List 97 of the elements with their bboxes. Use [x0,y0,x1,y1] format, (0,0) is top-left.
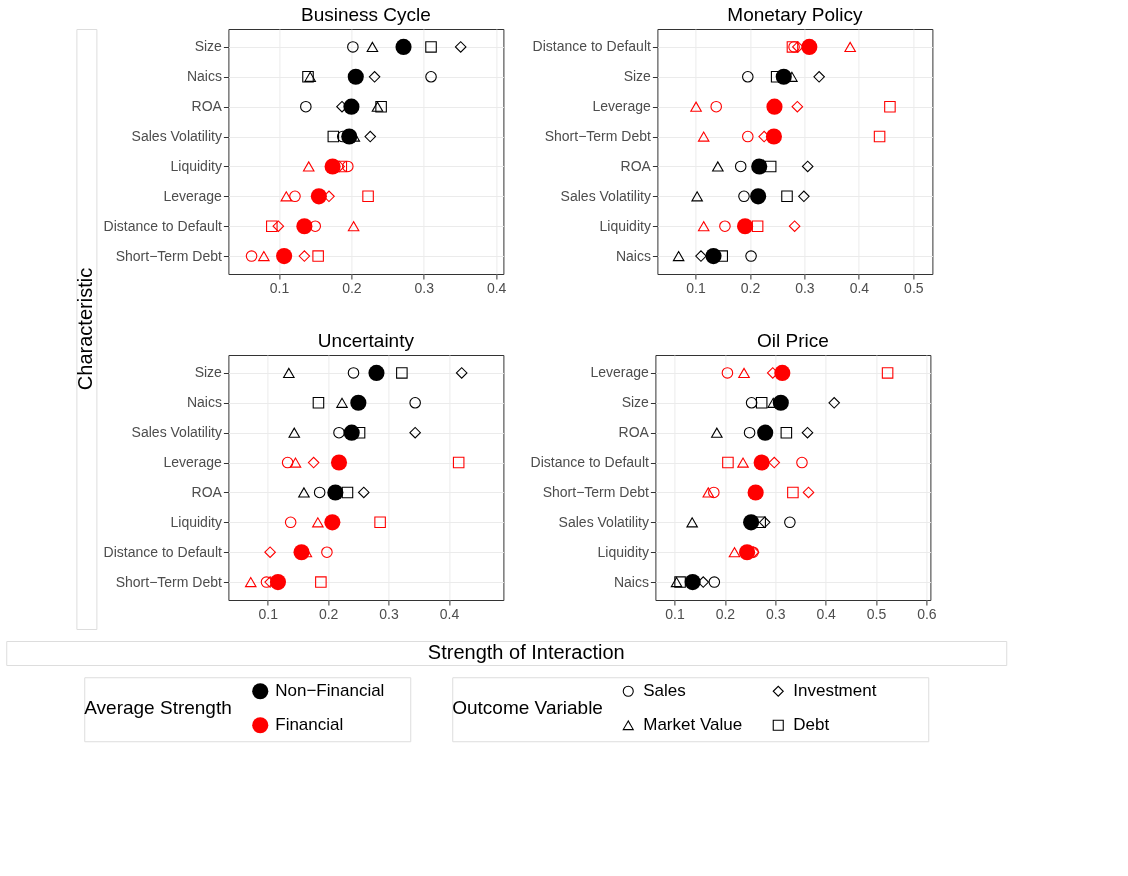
chart-title: Business Cycle [300,4,431,25]
chart-title: Monetary Policy [727,4,863,25]
y-tick-label: ROA [191,483,223,500]
y-tick-label: Naics [615,247,651,264]
y-tick-label: Distance to Default [532,38,651,55]
y-tick-label: Distance to Default [103,543,222,560]
x-axis-title: Strength of Interaction [427,641,625,663]
x-tick-label: 0.5 [866,605,887,622]
y-tick-label: Sales Volatility [560,187,651,204]
point [753,454,770,471]
point [324,514,341,531]
y-tick-label: Size [623,68,652,85]
point [684,574,701,591]
point [341,486,354,499]
point [747,484,764,501]
y-tick-label: Liquidity [597,543,649,560]
point [327,484,344,501]
y-tick-label: Liquidity [170,513,222,530]
y-tick-label: Size [194,38,223,55]
point [330,454,348,471]
legend-label: Investment [793,681,877,701]
legend-title: Outcome Variable [452,697,603,719]
point [276,248,293,265]
x-tick-label: 0.3 [795,279,815,296]
point [395,38,412,55]
point [674,576,686,588]
y-tick-label: Distance to Default [530,454,649,471]
point [780,426,793,439]
x-tick-label: 0.4 [849,279,870,296]
x-tick-label: 0.1 [269,279,290,296]
point [396,367,408,379]
x-tick-label: 0.1 [258,605,279,622]
y-tick-label: Leverage [590,364,650,381]
legend-title: Average Strength [84,697,232,719]
legend-label: Debt [793,715,830,735]
point [750,188,767,205]
point [801,426,814,439]
x-tick-label: 0.3 [766,605,786,622]
x-tick-label: 0.5 [904,279,924,296]
point [828,397,840,409]
y-tick-label: Short−Term Debt [115,573,222,590]
x-tick-label: 0.3 [414,279,435,296]
x-tick-label: 0.2 [342,279,362,296]
y-tick-label: Leverage [163,187,223,204]
point [310,188,327,205]
y-tick-label: Short−Term Debt [542,483,649,500]
x-tick-label: 0.2 [715,605,736,622]
legend-label: Financial [275,715,344,735]
legend-label: Non−Financial [275,681,385,701]
point [737,218,754,235]
y-tick-label: Leverage [163,454,223,471]
x-tick-label: 0.2 [740,279,761,296]
y-tick-label: Naics [186,394,222,411]
point [368,364,385,381]
y-tick-label: Size [194,364,223,381]
legend-label: Sales [643,681,686,701]
point [765,128,782,145]
y-tick-label: Sales Volatility [558,513,649,530]
y-tick-label: Liquidity [170,157,222,174]
legend-label: Market Value [643,715,743,735]
y-tick-label: Liquidity [599,217,651,234]
point [758,516,771,529]
y-tick-label: Naics [186,68,222,85]
x-tick-label: 0.6 [917,605,937,622]
point [757,424,774,441]
y-tick-label: Sales Volatility [131,424,222,441]
y-tick-label: Sales Volatility [131,128,222,145]
x-tick-label: 0.4 [816,605,837,622]
y-tick-label: ROA [620,157,652,174]
point [772,394,789,411]
x-tick-label: 0.1 [686,279,706,296]
point [312,397,325,409]
point [343,98,360,115]
point [755,397,768,409]
chart-title: Oil Price [757,330,829,351]
y-tick-label: Short−Term Debt [115,247,222,264]
y-tick-label: ROA [618,424,650,441]
x-tick-label: 0.4 [439,605,460,622]
y-tick-label: Naics [613,573,649,590]
chart-title: Uncertainty [317,330,415,351]
point [751,158,768,175]
y-tick-label: ROA [191,98,223,115]
point [774,364,791,381]
x-tick-label: 0.4 [486,279,507,296]
y-tick-label: Short−Term Debt [544,128,651,145]
x-tick-label: 0.1 [665,605,685,622]
point [801,38,818,55]
point [347,68,364,85]
y-tick-label: Leverage [592,98,652,115]
y-tick-label: Distance to Default [103,217,222,234]
y-axis-title: Characteristic [74,267,97,391]
x-tick-label: 0.3 [379,605,400,622]
x-tick-label: 0.2 [318,605,339,622]
point [350,394,367,411]
point [296,218,313,235]
y-tick-label: Size [621,394,650,411]
point [766,98,783,115]
